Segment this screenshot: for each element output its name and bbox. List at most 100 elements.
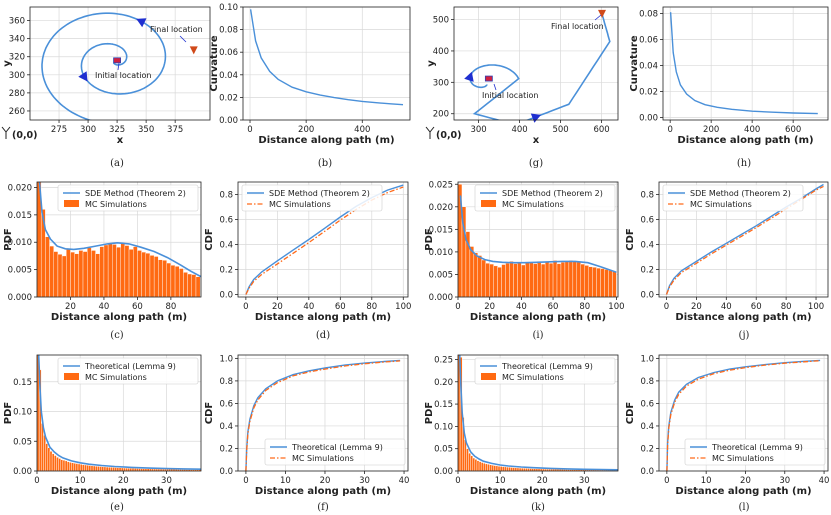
y-tick-label: 0.20 (434, 378, 453, 388)
x-tick-label: 20 (691, 302, 702, 312)
hist-bar (99, 246, 105, 297)
x-axis-label: x (533, 135, 540, 146)
origin-antenna-icon (425, 126, 435, 139)
hist-bar (600, 268, 605, 297)
hist-bar (596, 267, 601, 297)
hist-bar (174, 266, 180, 297)
chart-f: 0 10 20 30 40 0.0 0.2 0.4 0.6 0.8 1.0 Distance alon… (204, 354, 409, 513)
pdf-line (459, 195, 617, 273)
x-tick-label: 100 (608, 302, 624, 312)
hist-bar (95, 253, 100, 297)
hist-bar (529, 262, 534, 297)
chart-h: 0 200 400 600 0.00 0.02 0.04 0.06 0.08 Distance a… (629, 6, 829, 169)
legend-entry: MC Simulations (85, 200, 147, 209)
y-axis-label: PDF (424, 228, 435, 250)
subfigure-caption: (k) (531, 502, 545, 513)
subfigure-caption: (a) (110, 158, 124, 169)
axes-frame (457, 354, 619, 472)
pdf-line (38, 182, 201, 278)
x-axis-label: Distance along path (m) (255, 312, 391, 323)
hist-bar (45, 443, 48, 471)
legend-entry: MC Simulations (690, 200, 752, 209)
axes-frame (36, 354, 202, 472)
x-tick-label: 20 (272, 302, 283, 312)
initial-location-marker (113, 57, 121, 64)
x-tick-label: 20 (484, 302, 495, 312)
x-tick-label: 20 (118, 476, 129, 486)
legend-entry: MC Simulations (292, 454, 354, 463)
subfigure-caption: (l) (738, 502, 749, 513)
hist-bar (125, 467, 128, 471)
x-tick-label: 0 (247, 125, 252, 135)
x-tick-label: 0 (664, 302, 669, 312)
hist-bar (103, 244, 109, 297)
hist-bar (491, 465, 494, 471)
plot-area-f (245, 359, 401, 471)
chart-c: 20 40 60 80 0.000 0.005 0.010 0.015 0.020 Distanc… (3, 181, 202, 341)
hist-bar (56, 457, 59, 471)
y-tick-label: 0.015 (429, 225, 453, 235)
hist-bar (580, 263, 585, 297)
annotation-arrow (117, 62, 120, 71)
hist-bar (69, 462, 72, 471)
y-tick-label: 0.15 (13, 378, 32, 388)
y-tick-label: 0.025 (429, 180, 453, 190)
y-axis-label: PDF (3, 402, 14, 424)
x-tick-label: 0 (243, 476, 248, 486)
x-axis-label: Distance along path (m) (470, 486, 606, 497)
subfigure-caption: (f) (317, 502, 329, 513)
x-tick-label: 500 (552, 125, 568, 135)
hist-bar (481, 259, 486, 297)
hist-bar (506, 466, 509, 471)
hist-bar (495, 465, 499, 471)
hist-bar (523, 468, 526, 471)
x-tick-label: 40 (516, 302, 527, 312)
x-tick-label: 400 (354, 125, 370, 135)
hist-bar (588, 266, 593, 297)
hist-bar (127, 468, 130, 471)
y-tick-label: 0.08 (639, 9, 658, 19)
annotation-arrow (594, 14, 602, 21)
hist-bar (153, 256, 159, 297)
hist-bar (556, 263, 562, 297)
hist-bar (514, 467, 518, 471)
hist-bar (501, 264, 506, 297)
hist-bar (101, 466, 105, 471)
hist-bar (99, 466, 102, 471)
hist-bar (483, 462, 486, 471)
x-tick-label: 0 (34, 476, 39, 486)
y-axis-label: PDF (424, 402, 435, 424)
x-tick-label: 275 (51, 125, 67, 135)
hist-bar (510, 467, 513, 471)
y-tick-label: 0.2 (640, 266, 654, 276)
hist-bar (41, 423, 44, 471)
axes-frame (453, 6, 619, 121)
y-tick-label: 0.8 (219, 377, 233, 387)
hist-bar (478, 461, 482, 471)
x-axis-label: Distance along path (m) (677, 135, 813, 146)
hist-bar (608, 270, 613, 297)
hist-bar (485, 262, 490, 297)
hist-bar (64, 460, 68, 471)
x-axis-label: Distance along path (m) (51, 312, 187, 323)
axes-frame (457, 181, 619, 298)
hist-bar (58, 458, 61, 471)
direction-arrow (530, 113, 541, 123)
y-tick-label: 0.010 (429, 248, 453, 258)
plot-area-e (37, 355, 201, 471)
axes-frame (658, 181, 829, 298)
y-tick-label: 0.0 (640, 467, 654, 477)
x-tick-label: 60 (751, 302, 762, 312)
y-tick-label: 0.06 (219, 48, 238, 58)
y-tick-label: 0.010 (8, 238, 32, 248)
legend-entry: SDE Method (Theorem 2) (269, 189, 370, 198)
hist-bar (149, 255, 155, 297)
hist-bar (512, 467, 516, 471)
legend-box (662, 184, 804, 212)
series-line (669, 12, 818, 115)
x-tick-label: 375 (167, 125, 183, 135)
y-tick-label: 0.6 (640, 216, 654, 226)
hist-bar (120, 467, 124, 471)
y-tick-label: 0.6 (219, 399, 233, 409)
